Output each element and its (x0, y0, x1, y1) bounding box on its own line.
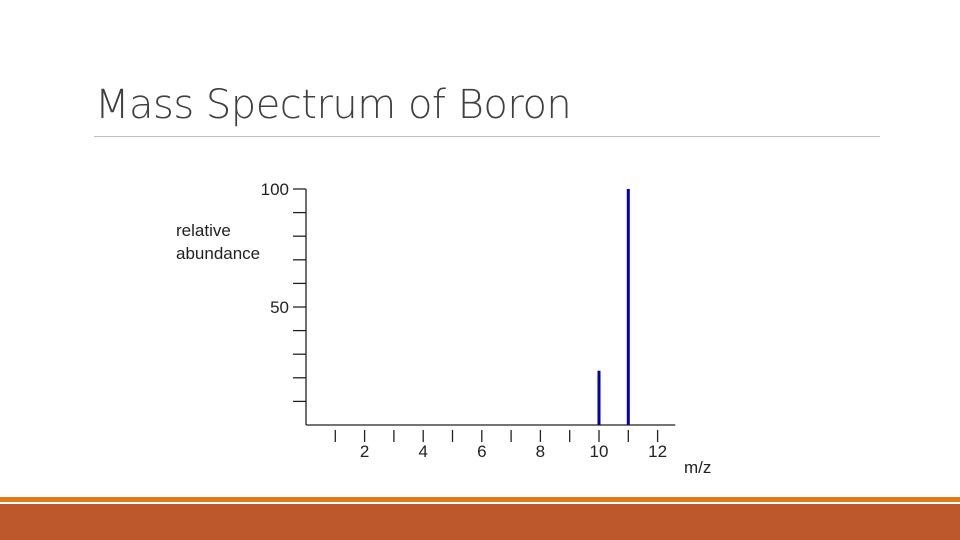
x-tick-label: 8 (536, 442, 545, 461)
x-tick-label: 10 (590, 442, 609, 461)
x-tick-label: 4 (418, 442, 427, 461)
mass-spectrum-chart: 50 100 2 4 6 8 10 12 m/z relative abundance (176, 180, 711, 477)
footer-band (0, 504, 960, 540)
y-axis-label-line: relative (176, 221, 231, 240)
x-tick-label: 6 (477, 442, 486, 461)
y-tick-label: 100 (261, 180, 289, 199)
chart-labels: 50 100 2 4 6 8 10 12 m/z relative abundance (176, 180, 711, 477)
chart-axes (305, 189, 676, 426)
title-divider (94, 136, 880, 137)
x-axis-label: m/z (684, 458, 711, 477)
slide-title: Mass Spectrum of Boron (95, 82, 572, 128)
footer-accent-line (0, 497, 960, 502)
y-tick-label: 50 (270, 298, 289, 317)
x-tick-label: 2 (360, 442, 369, 461)
y-axis-label-line: abundance (176, 244, 260, 263)
x-tick-label: 12 (648, 442, 667, 461)
chart-ticks (293, 188, 659, 442)
chart-bars (597, 189, 630, 425)
